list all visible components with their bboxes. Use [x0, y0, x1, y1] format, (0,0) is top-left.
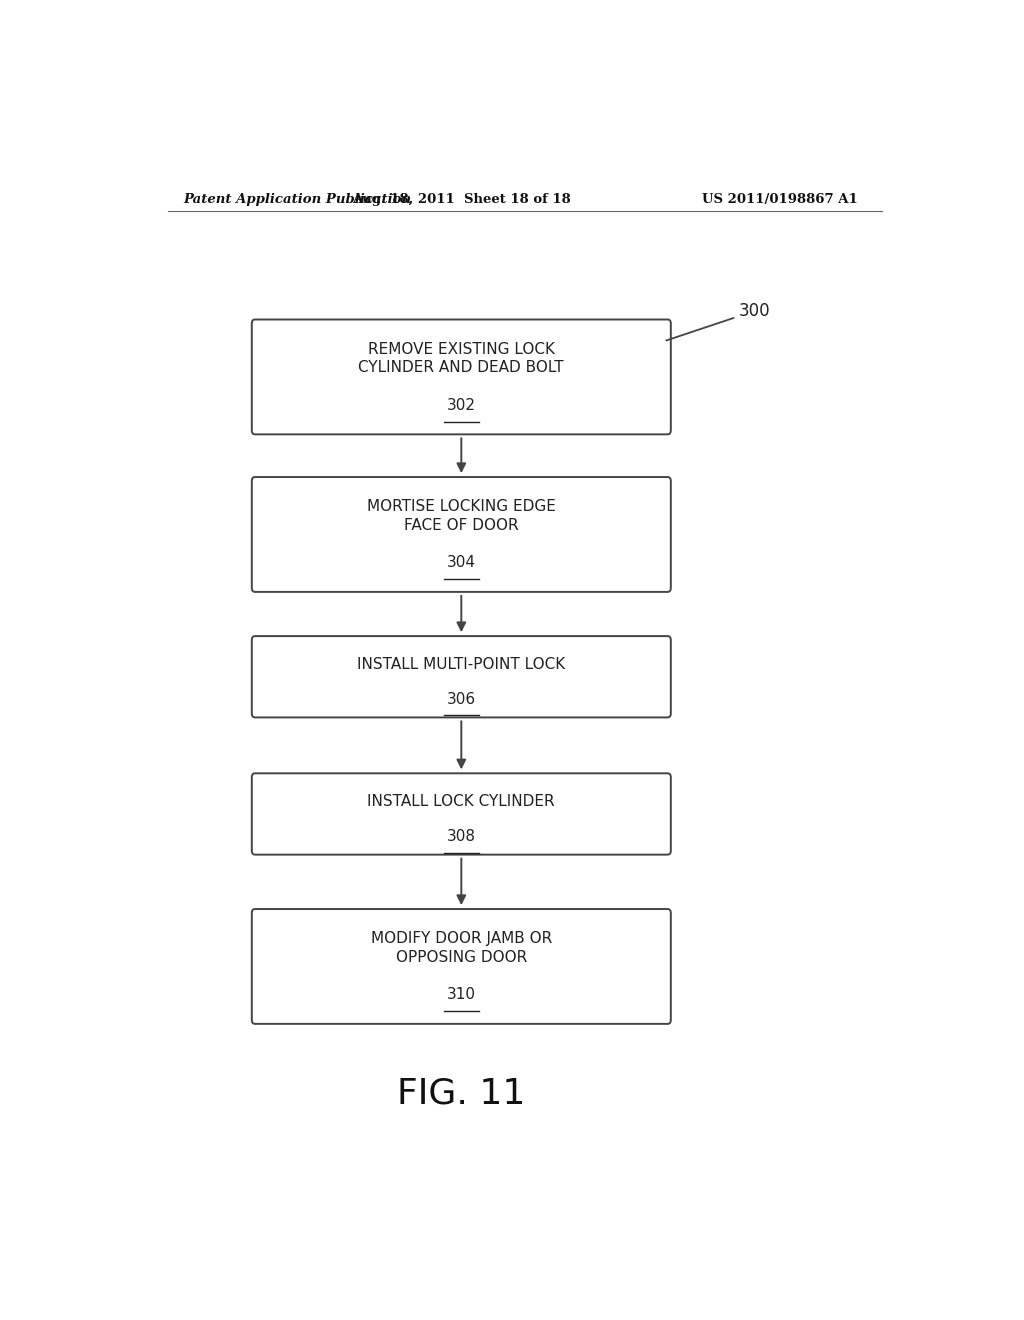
Text: FIG. 11: FIG. 11: [397, 1077, 525, 1110]
Text: Aug. 18, 2011  Sheet 18 of 18: Aug. 18, 2011 Sheet 18 of 18: [352, 193, 570, 206]
Text: INSTALL LOCK CYLINDER: INSTALL LOCK CYLINDER: [368, 795, 555, 809]
Text: REMOVE EXISTING LOCK
CYLINDER AND DEAD BOLT: REMOVE EXISTING LOCK CYLINDER AND DEAD B…: [358, 342, 564, 375]
Text: 306: 306: [446, 692, 476, 706]
FancyBboxPatch shape: [252, 636, 671, 718]
FancyBboxPatch shape: [252, 319, 671, 434]
Text: INSTALL MULTI-POINT LOCK: INSTALL MULTI-POINT LOCK: [357, 657, 565, 672]
Text: 308: 308: [446, 829, 476, 843]
Text: MORTISE LOCKING EDGE
FACE OF DOOR: MORTISE LOCKING EDGE FACE OF DOOR: [367, 499, 556, 533]
Text: Patent Application Publication: Patent Application Publication: [183, 193, 412, 206]
FancyBboxPatch shape: [252, 774, 671, 854]
FancyBboxPatch shape: [252, 909, 671, 1024]
Text: MODIFY DOOR JAMB OR
OPPOSING DOOR: MODIFY DOOR JAMB OR OPPOSING DOOR: [371, 932, 552, 965]
Text: 302: 302: [446, 397, 476, 413]
Text: US 2011/0198867 A1: US 2011/0198867 A1: [702, 193, 858, 206]
Text: 304: 304: [446, 556, 476, 570]
Text: 300: 300: [667, 302, 771, 341]
Text: 310: 310: [446, 987, 476, 1002]
FancyBboxPatch shape: [252, 477, 671, 591]
